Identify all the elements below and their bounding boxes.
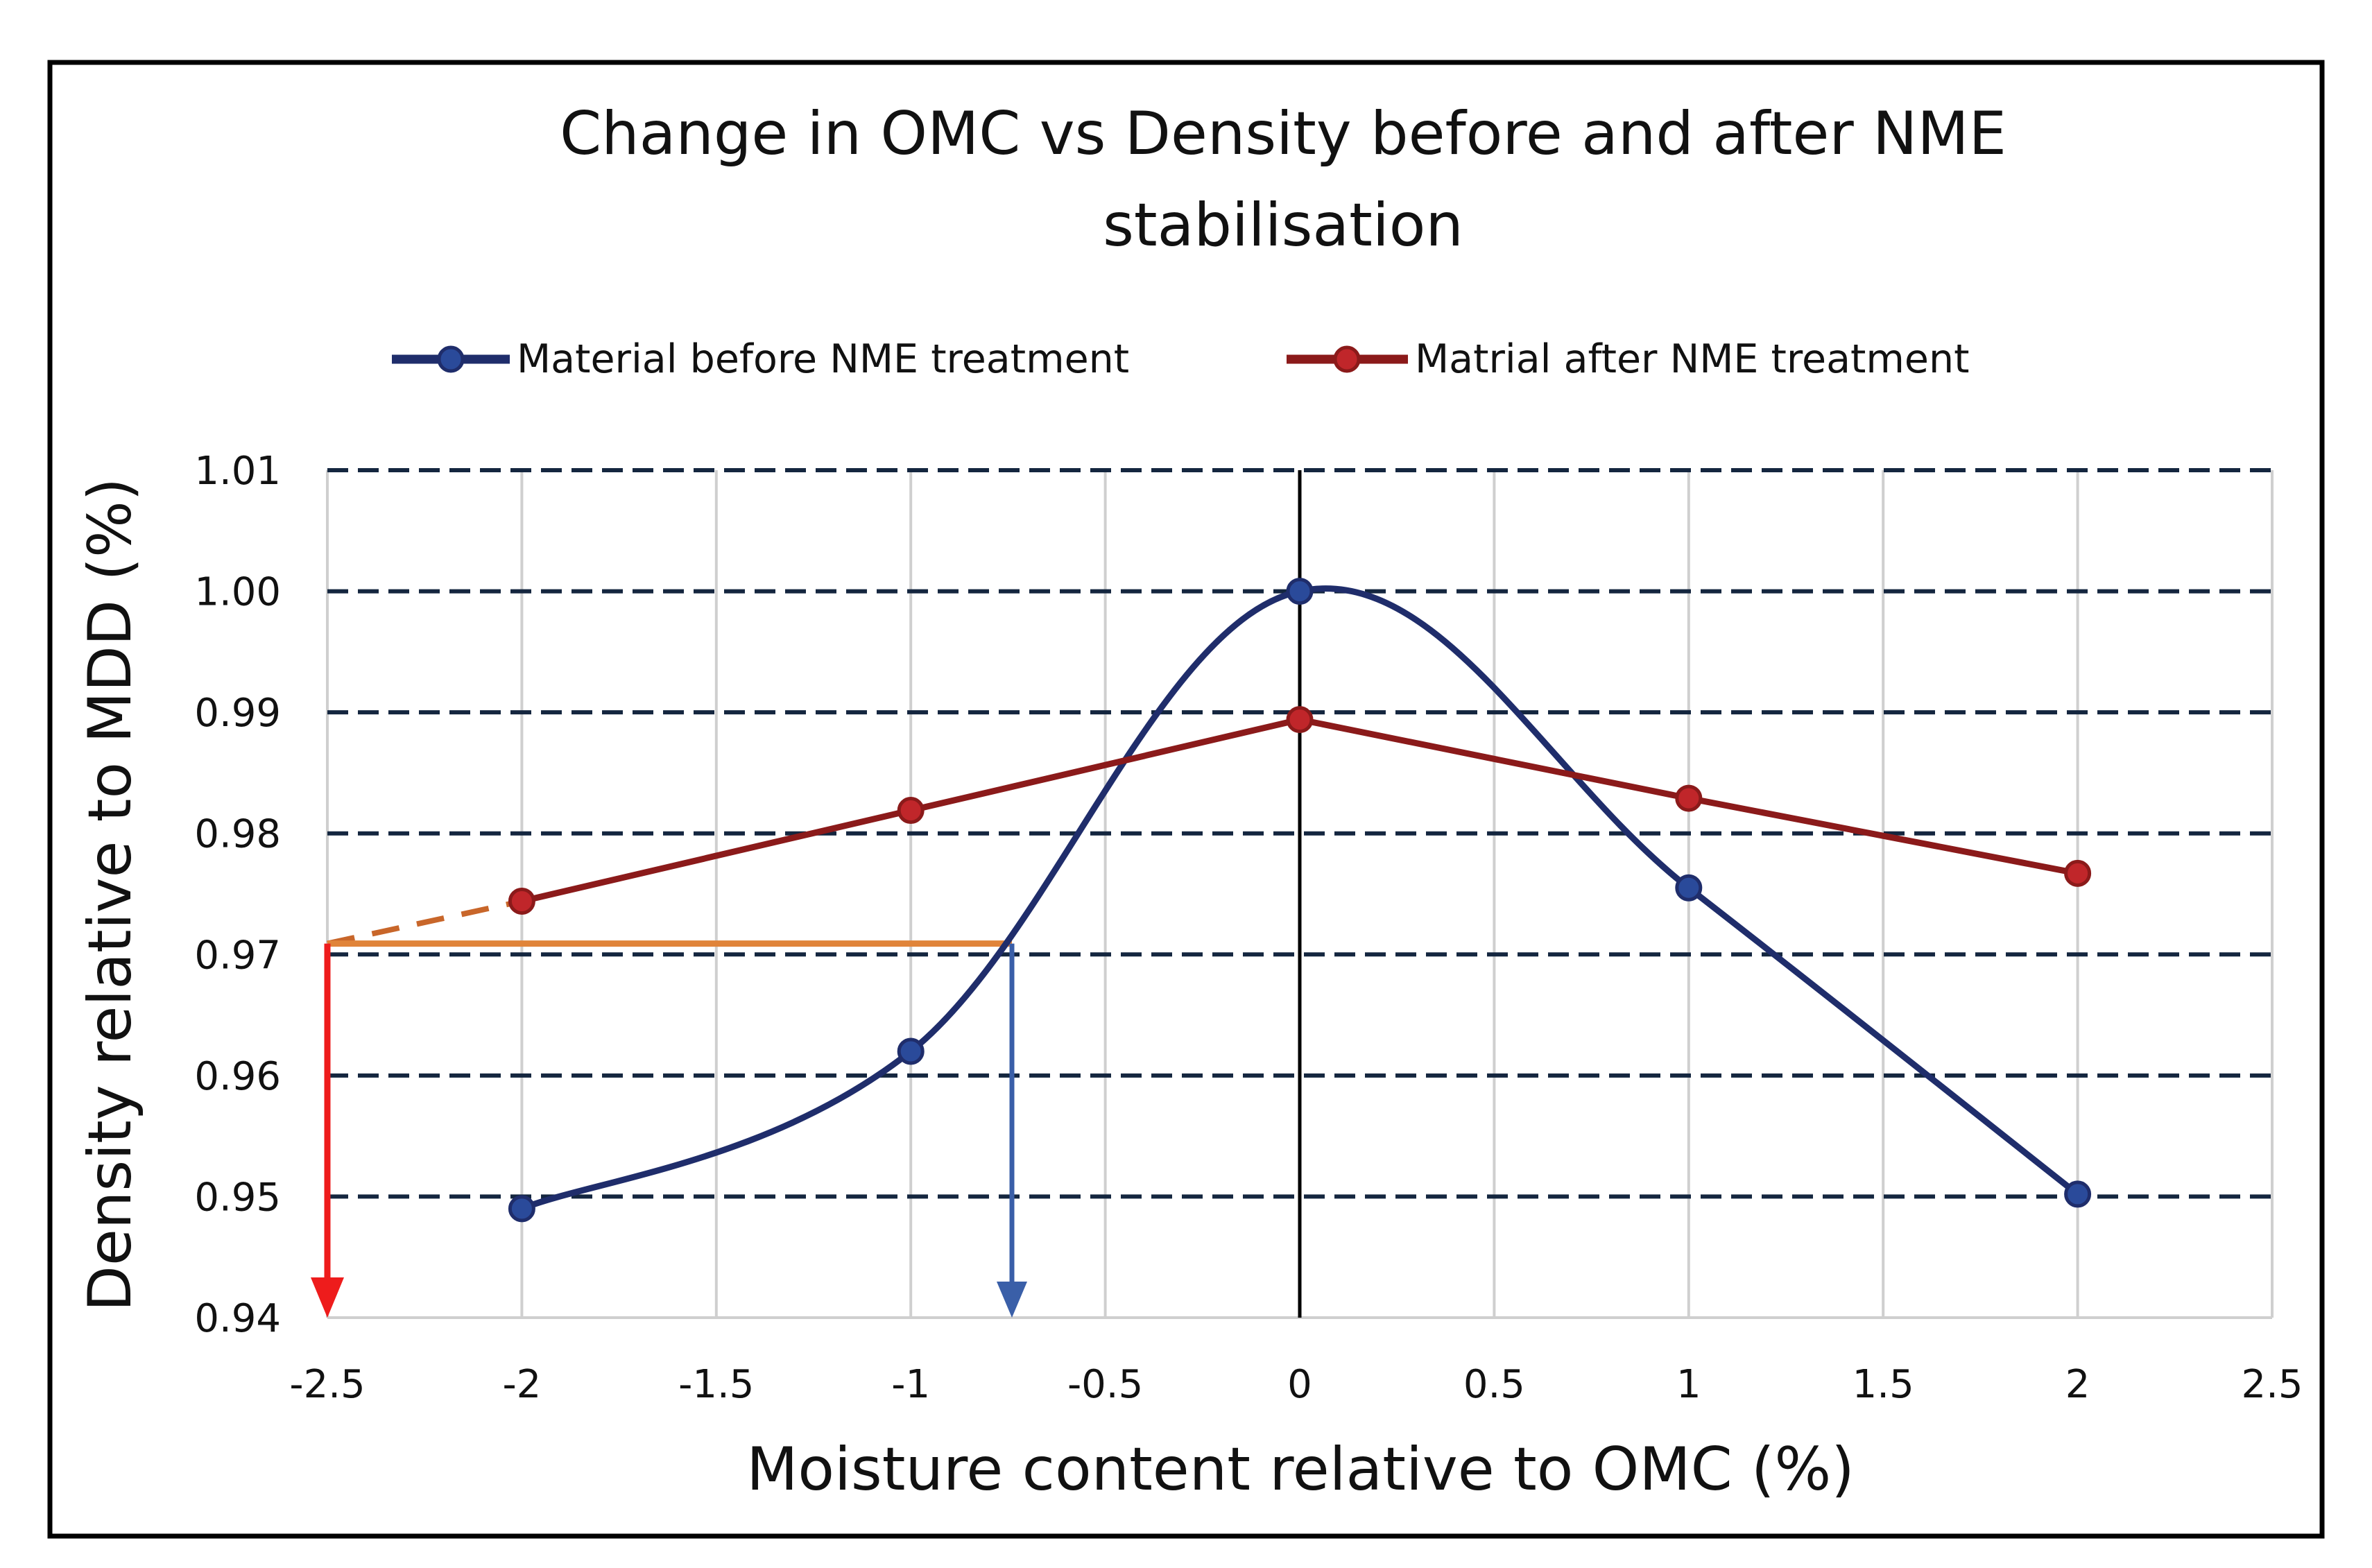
outer-border bbox=[47, 60, 2325, 1539]
series-1-point-3 bbox=[1675, 784, 1703, 812]
y-tick-label-6: 1.00 bbox=[194, 570, 281, 615]
y-tick-label-1: 0.95 bbox=[194, 1175, 281, 1220]
series-layer bbox=[508, 578, 2092, 1223]
y-tick-label-3: 0.97 bbox=[194, 933, 281, 978]
series-0-point-0 bbox=[508, 1195, 535, 1223]
y-axis-label: Density relative to MDD (%) bbox=[76, 478, 145, 1312]
series-0-point-4 bbox=[2064, 1180, 2092, 1208]
y-tick-label-5: 0.99 bbox=[194, 691, 281, 736]
series-0-point-1 bbox=[897, 1037, 925, 1065]
chart-title-line-2: stabilisation bbox=[1103, 191, 1463, 260]
dashed-extension-line bbox=[327, 898, 523, 947]
x-tick-label-8: 1.5 bbox=[1853, 1362, 1914, 1407]
series-1-point-0 bbox=[508, 887, 535, 915]
y-tick-label-0: 0.94 bbox=[194, 1296, 281, 1341]
x-tick-label-5: 0 bbox=[1287, 1362, 1312, 1407]
legend: Material before NME treatment Matrial af… bbox=[392, 336, 1969, 382]
y-tick-labels: 0.94 0.95 0.96 0.97 0.98 0.99 1.00 1.01 bbox=[194, 449, 281, 1341]
y-tick-label-4: 0.98 bbox=[194, 812, 281, 857]
y-tick-label-7: 1.01 bbox=[194, 449, 281, 494]
legend-marker-after bbox=[1333, 345, 1361, 373]
legend-label-after: Matrial after NME treatment bbox=[1415, 336, 1969, 382]
x-tick-label-3: -1 bbox=[891, 1362, 930, 1407]
x-tick-label-6: 0.5 bbox=[1463, 1362, 1525, 1407]
series-1-point-1 bbox=[897, 797, 925, 825]
series-0-point-2 bbox=[1286, 578, 1314, 605]
series-1-point-4 bbox=[2064, 859, 2092, 887]
blue-arrow-head bbox=[997, 1282, 1028, 1318]
horizontal-gridlines bbox=[327, 468, 2272, 1319]
legend-label-before: Material before NME treatment bbox=[517, 336, 1129, 382]
chart-title-line-1: Change in OMC vs Density before and afte… bbox=[560, 99, 2006, 169]
x-tick-label-9: 2 bbox=[2065, 1362, 2090, 1407]
x-tick-label-4: -0.5 bbox=[1067, 1362, 1143, 1407]
x-tick-label-7: 1 bbox=[1676, 1362, 1701, 1407]
legend-marker-before bbox=[437, 345, 465, 373]
x-tick-label-10: 2.5 bbox=[2241, 1362, 2303, 1407]
x-tick-label-0: -2.5 bbox=[289, 1362, 365, 1407]
x-tick-labels: -2.5 -2 -1.5 -1 -0.5 0 0.5 1 1.5 2 2.5 bbox=[289, 1362, 2303, 1407]
x-axis-label: Moisture content relative to OMC (%) bbox=[746, 1435, 1855, 1504]
series-1-point-2 bbox=[1286, 706, 1314, 734]
series-0-point-3 bbox=[1675, 874, 1703, 902]
red-arrow-head bbox=[311, 1277, 344, 1318]
y-tick-label-2: 0.96 bbox=[194, 1054, 281, 1099]
annotation-lines bbox=[311, 898, 1028, 1318]
x-tick-label-2: -1.5 bbox=[678, 1362, 754, 1407]
x-tick-label-1: -2 bbox=[502, 1362, 541, 1407]
